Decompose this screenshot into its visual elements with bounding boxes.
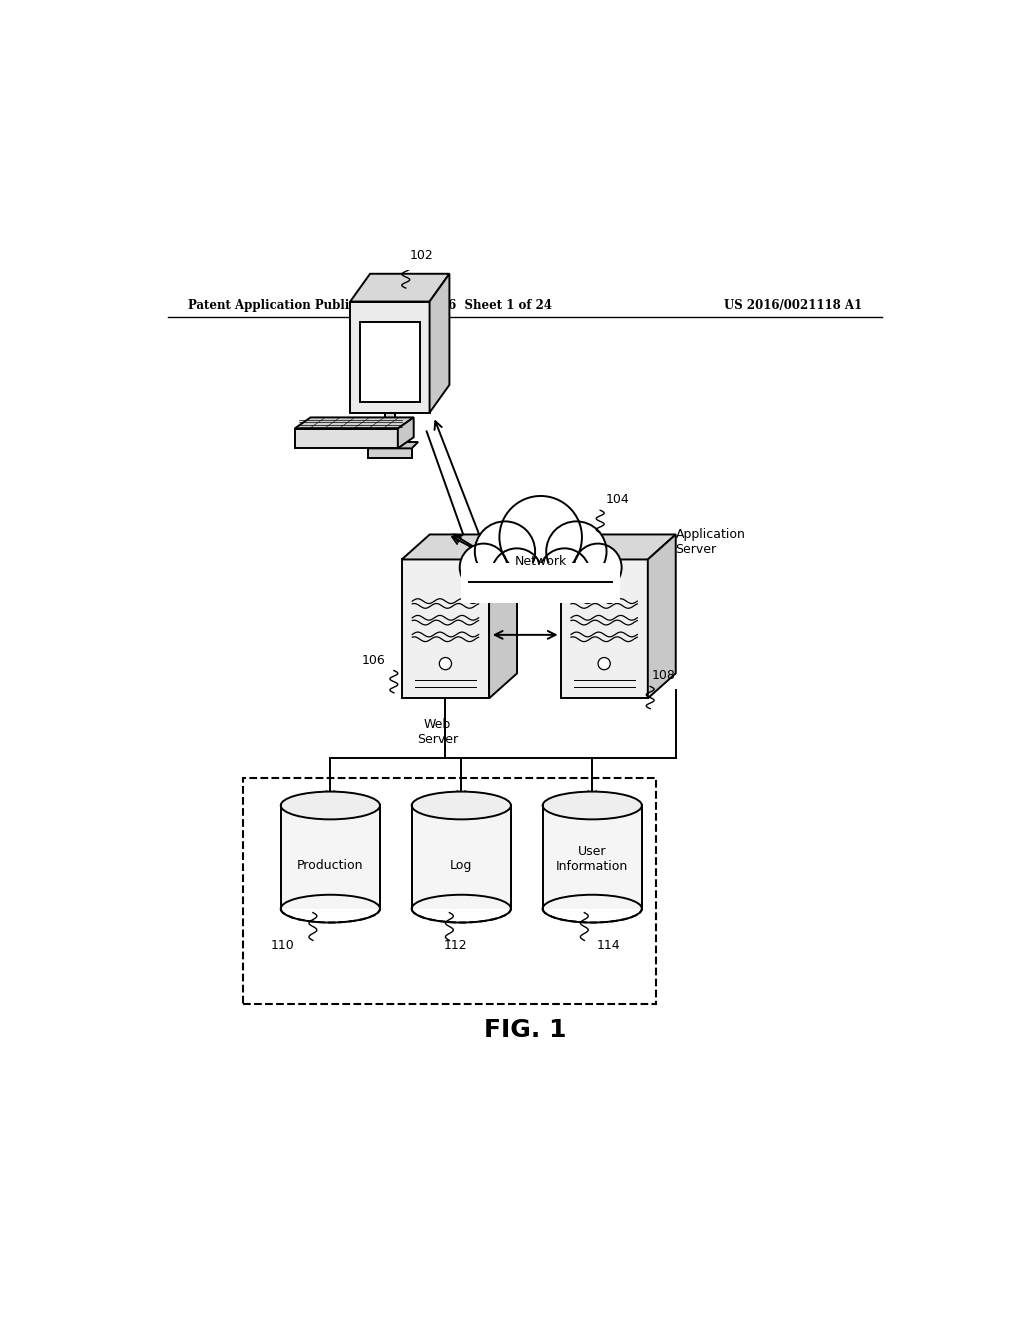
Text: 110: 110 — [270, 939, 295, 952]
Polygon shape — [295, 417, 414, 429]
FancyBboxPatch shape — [385, 413, 394, 449]
Circle shape — [460, 544, 507, 591]
FancyBboxPatch shape — [368, 449, 412, 458]
Circle shape — [546, 521, 606, 582]
Circle shape — [539, 548, 590, 599]
Text: User
Information: User Information — [556, 845, 629, 873]
FancyBboxPatch shape — [359, 322, 420, 401]
FancyBboxPatch shape — [401, 560, 489, 698]
FancyBboxPatch shape — [560, 560, 648, 698]
Circle shape — [598, 657, 610, 669]
Polygon shape — [430, 273, 450, 413]
Text: Jan. 21, 2016  Sheet 1 of 24: Jan. 21, 2016 Sheet 1 of 24 — [370, 300, 553, 312]
Text: Patent Application Publication: Patent Application Publication — [187, 300, 390, 312]
Polygon shape — [350, 273, 450, 301]
Polygon shape — [397, 417, 414, 449]
Text: Log: Log — [451, 859, 472, 871]
FancyBboxPatch shape — [281, 805, 380, 908]
Text: Network: Network — [514, 554, 567, 568]
FancyBboxPatch shape — [543, 805, 642, 908]
Text: Application
Server: Application Server — [676, 528, 745, 556]
FancyBboxPatch shape — [281, 805, 380, 908]
Ellipse shape — [412, 792, 511, 820]
Text: 112: 112 — [443, 939, 468, 952]
FancyBboxPatch shape — [412, 805, 511, 908]
FancyBboxPatch shape — [543, 805, 642, 908]
Circle shape — [492, 548, 543, 599]
Circle shape — [475, 521, 536, 582]
Text: 104: 104 — [606, 494, 630, 507]
Ellipse shape — [281, 792, 380, 820]
Text: US 2016/0021118 A1: US 2016/0021118 A1 — [724, 300, 862, 312]
Text: Production: Production — [297, 859, 364, 871]
Text: 114: 114 — [596, 939, 620, 952]
FancyBboxPatch shape — [350, 301, 430, 413]
Text: 102: 102 — [410, 249, 433, 261]
Polygon shape — [295, 429, 397, 449]
FancyBboxPatch shape — [412, 805, 511, 908]
Polygon shape — [648, 535, 676, 698]
Text: 106: 106 — [362, 653, 386, 667]
Circle shape — [439, 657, 452, 669]
Ellipse shape — [543, 792, 642, 820]
Polygon shape — [560, 535, 676, 560]
Polygon shape — [368, 442, 418, 449]
FancyBboxPatch shape — [462, 564, 621, 603]
Circle shape — [574, 544, 622, 591]
Text: FIG. 1: FIG. 1 — [483, 1018, 566, 1041]
Circle shape — [500, 496, 582, 578]
Polygon shape — [489, 535, 517, 698]
Text: Web
Server: Web Server — [417, 718, 458, 746]
Text: 108: 108 — [651, 669, 676, 682]
Polygon shape — [401, 535, 517, 560]
